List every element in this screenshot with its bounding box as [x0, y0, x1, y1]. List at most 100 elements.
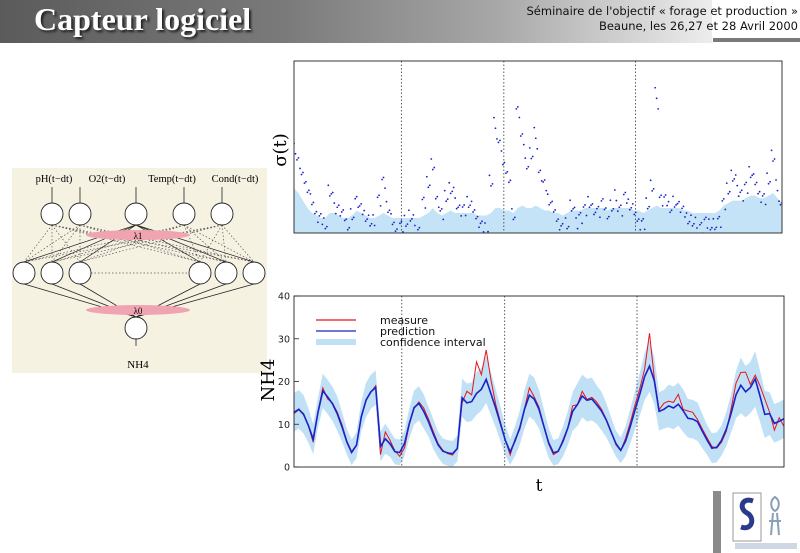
sigma-point — [596, 207, 598, 210]
sigma-point — [557, 218, 560, 221]
nh4-ytick-label: 30 — [278, 334, 290, 345]
sigma-point — [773, 158, 776, 160]
sigma-point — [651, 190, 654, 192]
sigma-point — [663, 196, 665, 198]
sigma-point — [652, 187, 655, 190]
hidden-connection — [23, 224, 53, 263]
sigma-point — [684, 216, 686, 218]
hidden-node — [214, 261, 238, 285]
sigma-point — [606, 217, 609, 220]
sigma-point — [567, 225, 570, 228]
sigma-point — [637, 218, 640, 221]
sigma-point — [673, 206, 676, 208]
confidence-band — [294, 340, 784, 467]
sigma-chart: σ(t) — [270, 60, 785, 237]
sigma-point — [491, 183, 494, 185]
sigma-point — [488, 174, 491, 177]
sigma-point — [640, 219, 643, 222]
sigma-point — [655, 97, 658, 100]
sigma-point — [552, 211, 555, 213]
sigma-point — [725, 182, 728, 185]
sigma-point — [430, 158, 433, 160]
sigma-point — [306, 191, 309, 194]
sigma-point — [382, 176, 385, 179]
sigma-point — [619, 204, 622, 207]
sigma-point — [661, 204, 664, 207]
sigma-point — [745, 181, 748, 184]
sigma-point — [622, 193, 625, 196]
sigma-point — [379, 204, 382, 207]
sigma-point — [475, 217, 477, 220]
sigma-point — [760, 201, 763, 204]
sigma-point — [564, 217, 567, 219]
hidden-connection — [51, 224, 255, 263]
sigma-point — [530, 157, 533, 160]
hidden-connection — [221, 224, 255, 263]
legend-label: prediction — [380, 325, 435, 338]
sigma-point — [500, 150, 503, 152]
sigma-point — [358, 204, 361, 207]
sigma-point — [343, 219, 346, 222]
sigma-point — [709, 228, 712, 231]
sigma-point — [779, 203, 782, 206]
sigma-point — [437, 206, 440, 209]
prediction-line — [294, 363, 784, 455]
sigma-point — [758, 190, 761, 193]
sigma-point — [730, 169, 733, 172]
sigma-point — [372, 214, 374, 216]
hidden-connection — [183, 224, 255, 263]
sigma-point — [740, 189, 743, 192]
logo-gray-stripe — [713, 491, 721, 553]
sigma-point — [393, 221, 395, 224]
sigma-point — [408, 209, 410, 212]
sigma-point — [654, 86, 657, 89]
sigma-point — [649, 179, 652, 182]
sigma-point — [481, 220, 483, 223]
sigma-point — [513, 216, 516, 219]
sigma-point — [364, 220, 367, 223]
sigma-point — [512, 218, 515, 221]
sigma-point — [394, 230, 397, 233]
sigma-point — [354, 197, 357, 200]
sigma-point — [666, 204, 668, 207]
sigma-point — [361, 213, 364, 216]
sigma-point — [431, 168, 434, 171]
sigma-point — [448, 181, 451, 184]
sigma-point — [778, 200, 780, 203]
sigma-point — [406, 223, 409, 226]
sigma-point — [593, 213, 595, 216]
sigma-point — [518, 116, 521, 119]
sigma-point — [390, 212, 392, 215]
sigma-point — [296, 158, 298, 161]
sigma-point — [783, 212, 785, 214]
sigma-point — [479, 222, 482, 225]
sigma-point — [470, 200, 473, 203]
sigma-point — [375, 235, 377, 237]
sigma-point — [628, 208, 631, 211]
sigma-point — [385, 200, 388, 203]
sigma-point — [464, 214, 467, 217]
hidden-connection — [221, 224, 227, 263]
sigma-point — [548, 203, 551, 206]
sigma-point — [384, 187, 386, 190]
sigma-point — [712, 217, 715, 220]
sigma-point — [675, 204, 677, 206]
sigma-point — [424, 207, 427, 209]
sigma-point — [331, 191, 334, 194]
sigma-point — [545, 189, 548, 192]
sigma-point — [403, 214, 406, 217]
sigma-point — [752, 173, 755, 175]
sigma-point — [639, 228, 642, 231]
input-node — [210, 202, 234, 226]
sigma-point — [302, 171, 304, 174]
sigma-point — [575, 217, 577, 219]
sigma-point — [405, 225, 407, 228]
sigma-point — [346, 228, 349, 231]
sigma-point — [610, 209, 613, 212]
sigma-point — [348, 226, 351, 229]
sigma-point — [555, 220, 558, 223]
sigma-point — [381, 178, 383, 181]
sigma-point — [330, 192, 333, 195]
sigma-point — [478, 226, 480, 229]
legend-label: measure — [380, 314, 428, 327]
